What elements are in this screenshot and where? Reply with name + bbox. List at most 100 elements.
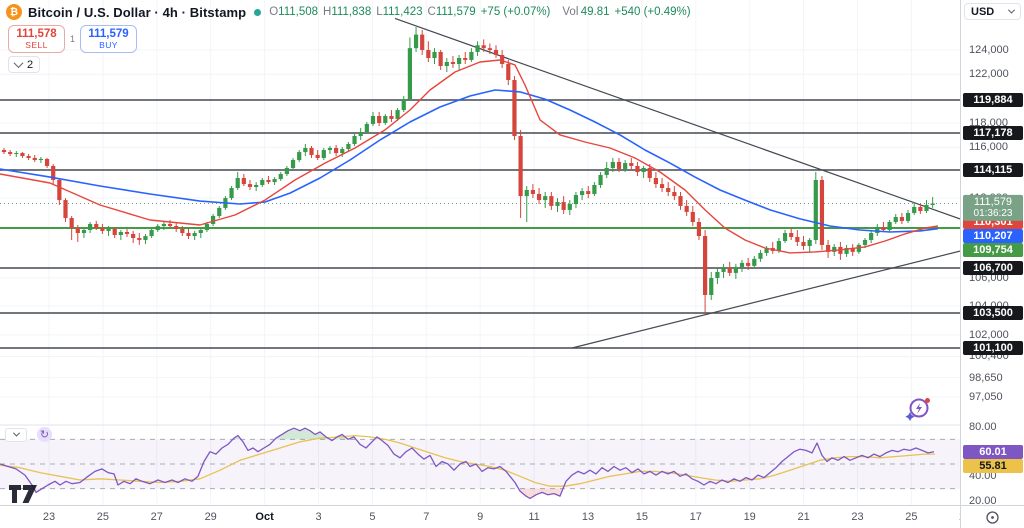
crosshair-target-icon[interactable] bbox=[985, 510, 1000, 525]
candle-body bbox=[204, 224, 210, 231]
price-tick-label: 102,000 bbox=[969, 328, 1009, 341]
time-axis[interactable]: 23252729Oct3579111315171921232527 bbox=[0, 505, 971, 528]
candle-body bbox=[395, 110, 400, 119]
time-tick-label: 13 bbox=[581, 511, 595, 523]
ascending-trendline[interactable] bbox=[571, 250, 960, 349]
candle-body bbox=[549, 196, 554, 206]
candle-body bbox=[905, 213, 911, 221]
candle-body bbox=[20, 153, 25, 157]
candle-body bbox=[438, 51, 443, 67]
rsi-tick-label: 40.00 bbox=[969, 470, 997, 483]
symbol-title[interactable]: Bitcoin / U.S. Dollar · 4h · Bitstamp bbox=[28, 4, 247, 20]
candle-body bbox=[340, 149, 345, 154]
candle-body bbox=[192, 233, 197, 237]
level-price-badge: 114,115 bbox=[963, 163, 1023, 177]
current-price-badge: 111,579 01:36:23 bbox=[963, 194, 1023, 221]
level-price-badge: 101,100 bbox=[963, 341, 1023, 355]
candle-body bbox=[746, 262, 751, 266]
rsi-value-badge: 60.01 bbox=[963, 444, 1023, 459]
candle-body bbox=[752, 258, 757, 266]
sell-button[interactable]: 111,578 SELL bbox=[8, 25, 65, 53]
candle-body bbox=[254, 184, 259, 187]
candle-body bbox=[500, 54, 505, 64]
candle-body bbox=[407, 48, 412, 100]
ohlc-readout: O111,508 H111,838 L111,423 C111,579 +75 … bbox=[269, 6, 691, 18]
time-tick-label: 9 bbox=[477, 511, 484, 523]
time-tick-label: 29 bbox=[204, 511, 217, 523]
price-tick-label: 124,000 bbox=[969, 44, 1009, 56]
candle-body bbox=[856, 244, 861, 252]
candle-body bbox=[709, 277, 714, 295]
candle-body bbox=[869, 233, 874, 240]
candle-body bbox=[862, 239, 868, 245]
candle-body bbox=[8, 152, 13, 154]
candle-body bbox=[912, 206, 917, 214]
candle-body bbox=[641, 168, 646, 173]
buy-button[interactable]: 111,579 BUY bbox=[80, 25, 138, 53]
rsi-collapse-button[interactable] bbox=[5, 427, 27, 442]
candle-body bbox=[536, 193, 542, 201]
candle-body bbox=[260, 179, 265, 185]
candle-body bbox=[247, 184, 253, 187]
candle-body bbox=[401, 99, 406, 111]
candle-body bbox=[672, 191, 677, 197]
tradingview-logo-icon[interactable] bbox=[8, 484, 44, 509]
candle-body bbox=[573, 195, 579, 205]
chart-header: ₿ Bitcoin / U.S. Dollar · 4h · Bitstamp … bbox=[6, 2, 691, 22]
price-scale[interactable]: USD 111,579 01:36:23 124,000 122,000 118,0… bbox=[960, 0, 1024, 507]
time-tick-label: 23 bbox=[851, 511, 864, 523]
chart-canvas[interactable] bbox=[0, 0, 960, 505]
candle-body bbox=[678, 196, 683, 206]
candle-body bbox=[826, 244, 831, 252]
fast-ma-line bbox=[0, 59, 939, 254]
currency-selector[interactable]: USD bbox=[964, 3, 1021, 20]
candle-body bbox=[131, 233, 136, 239]
candle-body bbox=[106, 228, 111, 231]
candle-body bbox=[893, 217, 898, 223]
price-tick-label: 118,000 bbox=[969, 116, 1008, 129]
volume-change: +540 (+0.49%) bbox=[614, 6, 691, 18]
candle-body bbox=[100, 228, 105, 231]
candle-body bbox=[850, 247, 855, 252]
candle-body bbox=[81, 230, 87, 234]
time-tick-label: 17 bbox=[689, 511, 702, 523]
rsi-line bbox=[0, 427, 935, 500]
candle-body bbox=[776, 241, 781, 251]
candle-body bbox=[598, 174, 603, 185]
candle-body bbox=[14, 153, 19, 155]
candle-body bbox=[346, 143, 351, 150]
candle-body bbox=[161, 224, 166, 227]
candle-body bbox=[659, 184, 665, 189]
order-price-badge: 109,754 bbox=[963, 243, 1023, 257]
order-price-badge: 110,207 bbox=[963, 229, 1023, 243]
candle-body bbox=[389, 116, 394, 119]
candle-body bbox=[493, 50, 499, 55]
candle-body bbox=[155, 226, 160, 231]
candle-body bbox=[413, 34, 419, 49]
candle-body bbox=[487, 48, 492, 50]
descending-trendline[interactable] bbox=[394, 17, 960, 220]
candle-body bbox=[143, 236, 148, 240]
indicators-collapsed-legend[interactable]: 2 bbox=[8, 56, 41, 73]
candle-body bbox=[623, 163, 628, 169]
candle-body bbox=[512, 80, 517, 136]
candle-body bbox=[364, 123, 369, 132]
candle-body bbox=[112, 228, 117, 235]
rsi-sync-icon[interactable]: ↻ bbox=[37, 427, 52, 442]
time-tick-label: 7 bbox=[423, 511, 430, 523]
candle-body bbox=[832, 246, 837, 252]
candle-body bbox=[807, 239, 812, 246]
candle-body bbox=[88, 224, 93, 231]
rsi-value-badge: 55.81 bbox=[963, 459, 1023, 473]
chevron-down-icon bbox=[1007, 6, 1016, 14]
close-value: 111,579 bbox=[435, 6, 476, 18]
assistant-lightning-icon[interactable] bbox=[905, 395, 933, 426]
candle-body bbox=[63, 200, 68, 218]
candle-body bbox=[352, 135, 357, 144]
bar-countdown: 01:36:23 bbox=[973, 208, 1013, 220]
candle-body bbox=[580, 191, 585, 196]
price-tick-label: 97,050 bbox=[969, 391, 1003, 403]
candle-body bbox=[481, 45, 486, 49]
time-tick-label: 25 bbox=[96, 511, 110, 523]
candle-body bbox=[266, 179, 271, 183]
